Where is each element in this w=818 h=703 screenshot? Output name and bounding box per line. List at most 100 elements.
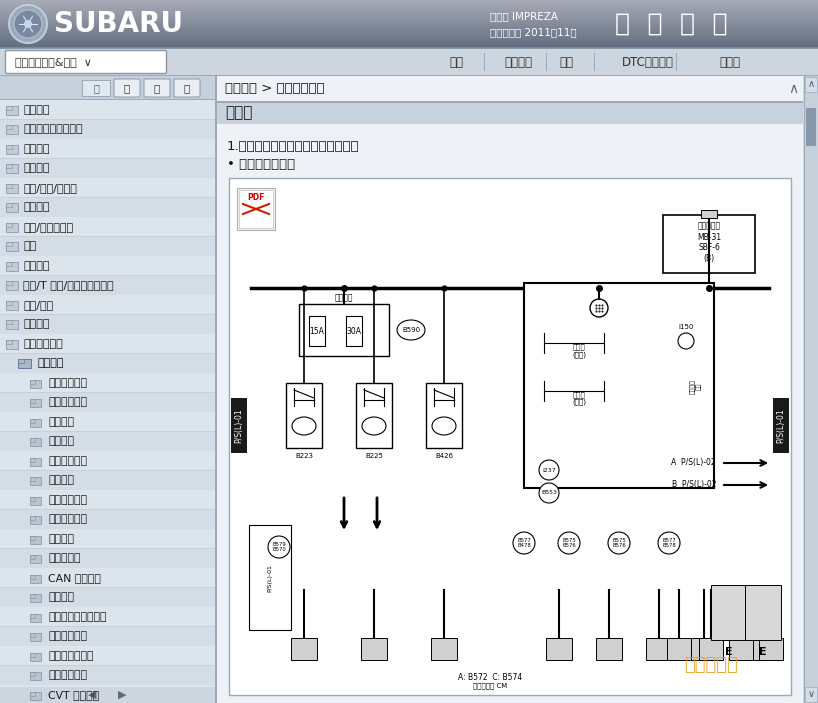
Bar (291, 638, 317, 660)
Text: 外饰/内饰: 外饰/内饰 (23, 299, 53, 310)
Text: ▶: ▶ (118, 690, 126, 700)
Ellipse shape (397, 320, 425, 340)
Bar (0, 42, 818, 43)
Text: 🚗: 🚗 (93, 83, 99, 93)
Bar (6, 340, 18, 349)
Text: B577
B578: B577 B578 (662, 538, 676, 548)
Text: P/S(L)-01: P/S(L)-01 (235, 409, 244, 444)
Text: 巡航控制系统: 巡航控制系统 (48, 670, 87, 681)
Text: 巡航控制系统: 巡航控制系统 (23, 339, 63, 349)
Bar (0, 15, 818, 16)
Bar (30, 399, 35, 403)
Text: 电路系统: 电路系统 (38, 359, 65, 368)
Bar (0, 76, 215, 703)
Bar (0, 46, 818, 47)
Bar (30, 399, 41, 407)
Bar (6, 223, 18, 231)
Bar (0, 529, 215, 548)
Bar (309, 316, 325, 346)
Text: 索引: 索引 (559, 56, 573, 68)
Circle shape (24, 20, 32, 28)
Text: 自动启动停止: 自动启动停止 (48, 495, 87, 505)
Bar (6, 242, 18, 251)
Bar (346, 316, 362, 346)
Bar (0, 4, 818, 5)
Text: A: B572  C: B574: A: B572 C: B574 (458, 673, 522, 681)
Bar (0, 3, 818, 4)
Bar (0, 9, 818, 10)
Bar (0, 626, 215, 646)
Text: 安全和锁: 安全和锁 (23, 261, 50, 271)
Bar (0, 490, 215, 510)
Text: MB-31: MB-31 (697, 233, 721, 242)
Bar (30, 380, 35, 384)
Bar (646, 638, 672, 660)
Bar (6, 145, 18, 153)
Bar (18, 359, 24, 363)
Bar (6, 223, 12, 226)
Text: 维  修  手  册: 维 修 手 册 (615, 12, 727, 36)
Text: SBF-6: SBF-6 (698, 243, 720, 252)
Bar (6, 125, 18, 134)
Bar (6, 145, 12, 148)
Bar (431, 638, 457, 660)
Ellipse shape (292, 417, 316, 435)
Text: 娱乐系统: 娱乐系统 (23, 143, 50, 154)
Bar (0, 16, 818, 17)
Text: B575
B576: B575 B576 (562, 538, 576, 548)
Text: 啟動開
(按鈕): 啟動開 (按鈕) (572, 344, 586, 358)
Bar (0, 314, 215, 334)
Circle shape (678, 333, 694, 349)
Bar (0, 18, 818, 19)
Bar (0, 5, 818, 6)
Text: B426: B426 (435, 453, 453, 459)
Text: 首页: 首页 (449, 56, 463, 68)
Bar (0, 47, 818, 48)
Bar (0, 120, 215, 139)
Bar (30, 418, 41, 427)
Bar (6, 183, 12, 188)
Bar (0, 26, 818, 27)
Bar (0, 687, 215, 703)
Bar (805, 77, 817, 92)
Bar (30, 458, 41, 465)
Text: PDF: PDF (247, 193, 265, 202)
Circle shape (590, 299, 608, 317)
Bar (0, 44, 818, 45)
Text: 先: 先 (124, 83, 130, 93)
Bar (0, 607, 215, 626)
Bar (6, 183, 18, 193)
Text: CAN 通讯系统: CAN 通讯系统 (48, 573, 101, 583)
Bar (663, 215, 755, 273)
Text: 接地电路: 接地电路 (48, 437, 74, 446)
Bar (6, 105, 12, 110)
Bar (0, 23, 818, 24)
Bar (667, 638, 691, 660)
Bar (215, 76, 217, 703)
Bar (6, 203, 18, 212)
Bar (773, 398, 789, 453)
Text: 生汽修帮手: 生汽修帮手 (684, 656, 738, 674)
FancyBboxPatch shape (174, 79, 200, 97)
Text: 30A: 30A (347, 326, 362, 335)
Bar (0, 46, 818, 48)
Text: 啟動開
(銷位): 啟動開 (銷位) (572, 391, 586, 405)
Bar (0, 178, 215, 198)
Text: 电路系统 > 按鈕启动系统: 电路系统 > 按鈕启动系统 (225, 82, 325, 96)
Bar (701, 210, 717, 218)
Bar (30, 652, 41, 661)
Text: 15A: 15A (309, 326, 325, 335)
Text: 车型： IMPREZA: 车型： IMPREZA (490, 11, 558, 21)
Text: B  P/S(L)-02: B P/S(L)-02 (672, 480, 716, 489)
Bar (0, 100, 215, 120)
Bar (299, 304, 389, 356)
Text: 车身结构: 车身结构 (23, 202, 50, 212)
Bar (594, 53, 595, 71)
Bar (524, 283, 714, 488)
Bar (6, 340, 12, 344)
Bar (30, 536, 41, 543)
Bar (0, 10, 818, 11)
Bar (231, 398, 247, 453)
Bar (806, 108, 816, 146)
Bar (0, 76, 215, 100)
